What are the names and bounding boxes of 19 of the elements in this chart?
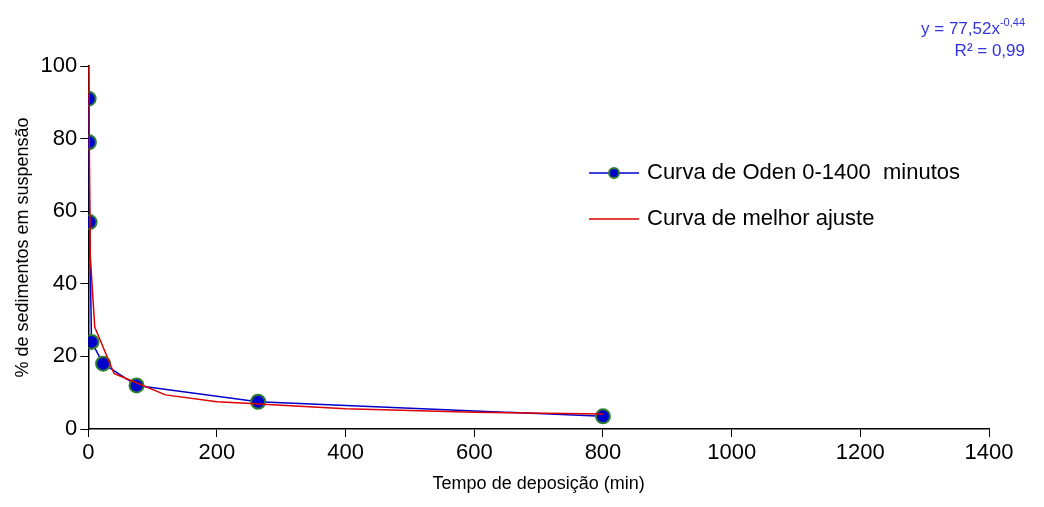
- x-tick-label: 200: [198, 439, 236, 465]
- legend-label: Curva de Oden 0-1400 minutos: [647, 159, 961, 185]
- y-tick-label: 0: [65, 415, 78, 441]
- x-axis-title: Tempo de deposição (min): [432, 473, 645, 494]
- y-tick-label: 80: [52, 124, 78, 150]
- y-tick-label: 60: [52, 197, 78, 223]
- x-tick-label: 800: [584, 439, 622, 465]
- x-tick-label: 400: [327, 439, 365, 465]
- x-tick-label: 1400: [964, 439, 1014, 465]
- y-tick-label: 100: [40, 52, 78, 78]
- text: R² = 0,99: [954, 41, 1026, 60]
- x-tick-label: 0: [82, 439, 95, 465]
- x-tick-label: 1000: [707, 439, 757, 465]
- x-tick-label: 1200: [835, 439, 885, 465]
- y-axis-title: % de sedimentos em suspensão: [11, 117, 32, 378]
- legend-label: Curva de melhor ajuste: [647, 205, 875, 231]
- y-tick-label: 20: [52, 342, 78, 368]
- y-tick-label: 40: [52, 269, 78, 295]
- x-tick-label: 600: [455, 439, 493, 465]
